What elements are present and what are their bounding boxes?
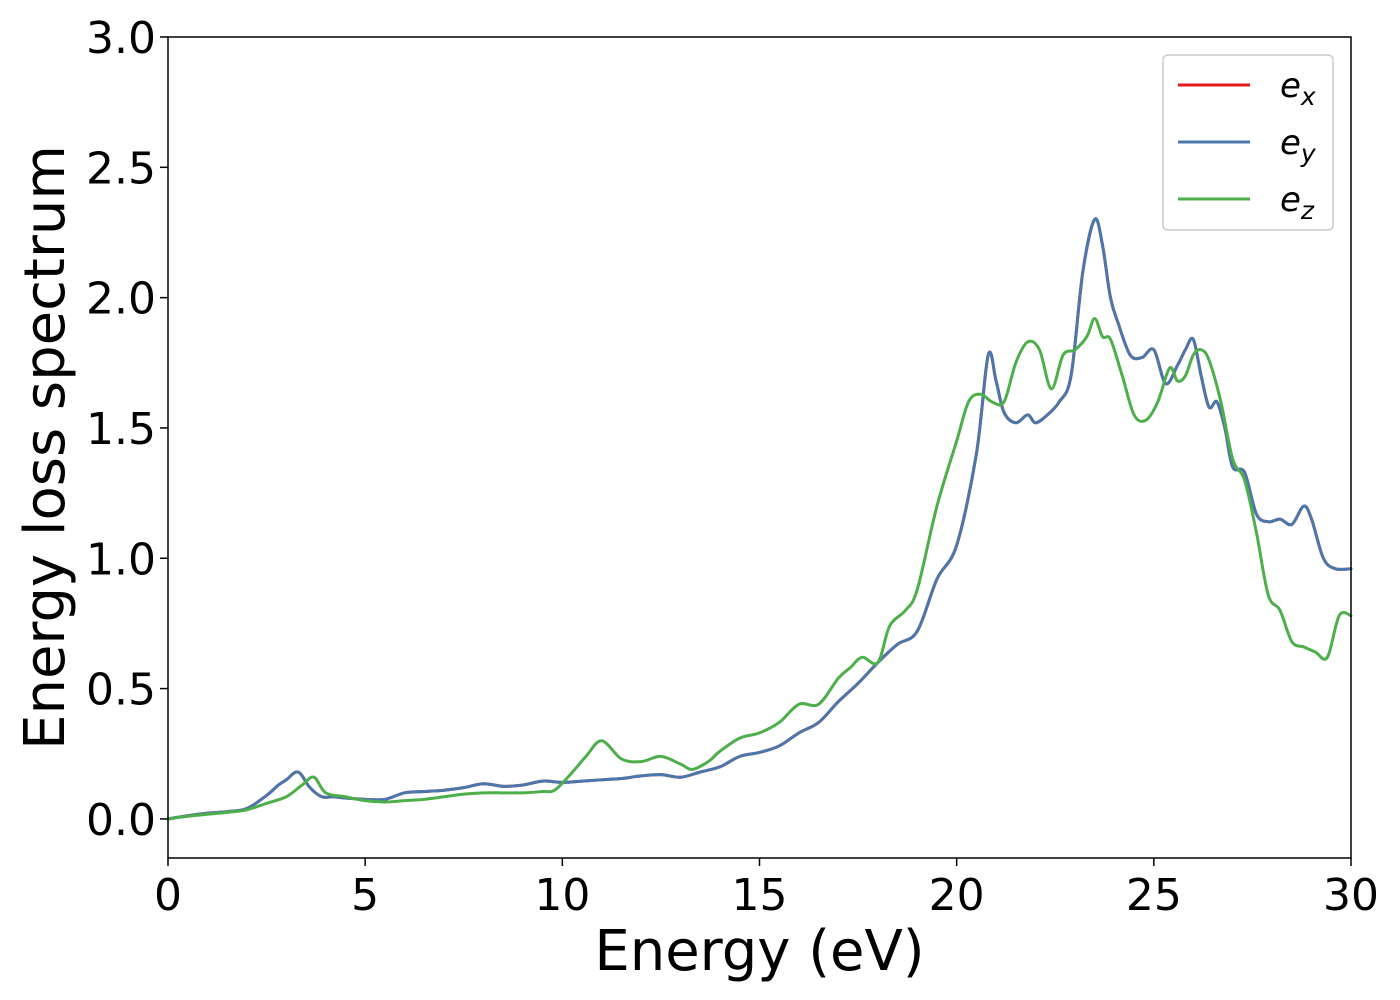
x-tick-label: 10: [534, 870, 590, 921]
legend-label-z: ez: [1280, 180, 1315, 225]
series-line-z: [166, 316, 1353, 821]
series-layer: [166, 217, 1353, 821]
x-axis-label: Energy (eV): [594, 919, 924, 984]
y-tick-label: 3.0: [86, 13, 156, 64]
x-tick-label: 15: [732, 870, 788, 921]
y-tick-label: 2.5: [86, 143, 156, 194]
y-tick-label: 2.0: [86, 274, 156, 325]
y-tick-label: 0.0: [86, 795, 156, 846]
x-tick-label: 20: [929, 870, 985, 921]
x-tick-label: 0: [154, 870, 182, 921]
y-tick-label: 1.0: [86, 534, 156, 585]
y-tick-label: 1.5: [86, 404, 156, 455]
y-axis-ticks: 0.0 0.5 1.0 1.5 2.0 2.5 3.0: [86, 13, 168, 846]
legend-label-y: ey: [1280, 123, 1317, 168]
x-tick-label: 5: [351, 870, 379, 921]
x-axis-ticks: 0 5 10 15 20 25 30: [154, 858, 1379, 921]
legend-label-x: ex: [1280, 66, 1316, 111]
y-tick-label: 0.5: [86, 665, 156, 716]
legend: ex ey ez: [1162, 54, 1334, 231]
x-tick-label: 25: [1126, 870, 1182, 921]
y-axis-label: Energy loss spectrum: [13, 145, 78, 750]
series-line-y: [166, 217, 1353, 821]
x-tick-label: 30: [1323, 870, 1379, 921]
